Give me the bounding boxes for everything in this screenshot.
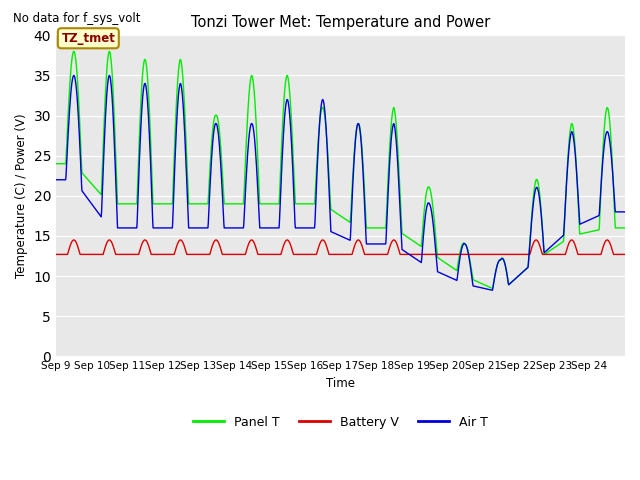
Battery V: [315, 243, 323, 249]
Panel T: [475, 279, 483, 285]
Panel T: [326, 187, 333, 193]
Battery V: [141, 237, 149, 243]
Line: Air T: Air T: [56, 75, 625, 290]
Battery V: [326, 252, 333, 257]
Air T: [614, 209, 622, 215]
Panel T: [52, 161, 60, 167]
Title: Tonzi Tower Met: Temperature and Power: Tonzi Tower Met: Temperature and Power: [191, 15, 490, 30]
Text: No data for f_sys_volt: No data for f_sys_volt: [13, 12, 140, 25]
Air T: [326, 204, 333, 210]
X-axis label: Time: Time: [326, 377, 355, 390]
Panel T: [559, 240, 566, 245]
Battery V: [52, 252, 60, 257]
Battery V: [70, 237, 77, 243]
Legend: Panel T, Battery V, Air T: Panel T, Battery V, Air T: [188, 411, 493, 434]
Panel T: [621, 225, 628, 231]
Panel T: [315, 127, 323, 132]
Air T: [52, 177, 60, 183]
Air T: [70, 72, 77, 78]
Air T: [488, 288, 496, 293]
Y-axis label: Temperature (C) / Power (V): Temperature (C) / Power (V): [15, 113, 28, 278]
Battery V: [621, 252, 628, 257]
Panel T: [70, 48, 77, 54]
Panel T: [488, 286, 496, 291]
Air T: [621, 209, 628, 215]
Text: TZ_tmet: TZ_tmet: [61, 32, 115, 45]
Air T: [315, 129, 323, 135]
Battery V: [614, 252, 621, 257]
Line: Battery V: Battery V: [56, 240, 625, 254]
Panel T: [141, 57, 149, 63]
Battery V: [475, 252, 483, 257]
Line: Panel T: Panel T: [56, 51, 625, 288]
Air T: [559, 233, 566, 239]
Air T: [475, 284, 483, 290]
Air T: [141, 81, 149, 87]
Panel T: [614, 225, 622, 231]
Battery V: [558, 252, 566, 257]
